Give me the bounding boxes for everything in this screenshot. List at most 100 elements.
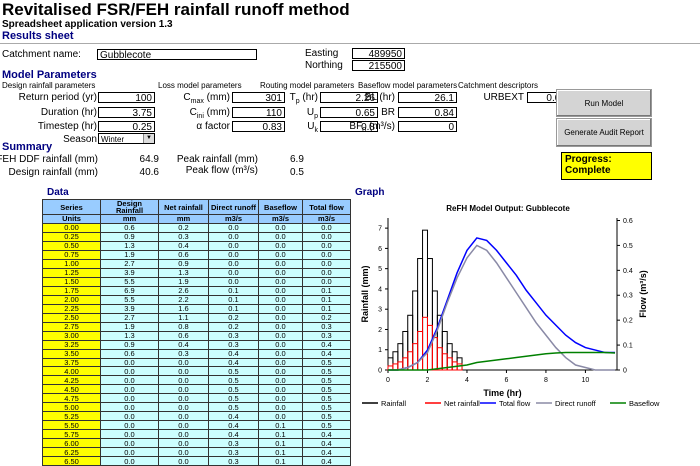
label-text: URBEXT xyxy=(483,92,524,103)
catchment-input[interactable]: Gubblecote xyxy=(97,49,257,61)
table-cell: 0.3 xyxy=(302,321,351,332)
table-cell: 0.25 xyxy=(42,231,101,242)
table-cell: 0.4 xyxy=(208,429,259,440)
param-input[interactable]: 3.75 xyxy=(98,106,155,119)
table-cell: 0.4 xyxy=(158,339,209,350)
easting-input[interactable]: 489950 xyxy=(352,48,405,60)
param-input[interactable]: 0.25 xyxy=(98,120,155,133)
legend-label: Baseflow xyxy=(629,399,660,408)
table-cell: 3.25 xyxy=(42,339,101,350)
table-cell: 0.0 xyxy=(100,402,159,413)
table-cell: 0.0 xyxy=(158,411,209,422)
param-input[interactable]: 0.83 xyxy=(232,120,285,133)
table-cell: 0.1 xyxy=(208,303,259,314)
table-cell: 0.3 xyxy=(158,231,209,242)
table-cell: 0.0 xyxy=(208,222,259,233)
label-text: BR xyxy=(381,106,395,118)
table-cell: 2.7 xyxy=(100,258,159,269)
table-cell: 1.25 xyxy=(42,267,101,278)
table-cell: Baseflow xyxy=(258,199,303,215)
table-row: 4.50 0.0 0.0 0.5 0.0 0.5 xyxy=(42,384,351,395)
table-cell: 1.6 xyxy=(158,303,209,314)
table-cell: 1.3 xyxy=(100,330,159,341)
y2-tick-label: 0.6 xyxy=(623,218,633,225)
group-label: Baseflow model parameters xyxy=(358,81,458,90)
table-row: 2.00 5.5 2.2 0.1 0.0 0.1 xyxy=(42,294,351,305)
table-row: 1.75 6.9 2.6 0.1 0.0 0.1 xyxy=(42,285,351,296)
param-label: Uk xyxy=(307,121,318,134)
label-subscript: max xyxy=(190,98,204,105)
label-subscript: k xyxy=(314,126,319,134)
param-label: BL (hr) xyxy=(365,92,395,103)
table-cell: 0.0 xyxy=(302,276,351,287)
table-cell: 0.3 xyxy=(208,438,259,449)
table-cell: 5.5 xyxy=(100,294,159,305)
table-row: 3.75 0.0 0.0 0.4 0.0 0.5 xyxy=(42,357,351,368)
table-cell: mm xyxy=(158,214,209,224)
table-cell: 0.1 xyxy=(208,294,259,305)
y-tick-label: 7 xyxy=(378,226,382,233)
table-cell: 0.5 xyxy=(302,366,351,377)
param-input[interactable]: 0.65 xyxy=(320,106,378,119)
table-cell: 0.0 xyxy=(158,393,209,404)
section-title: Data xyxy=(47,187,69,198)
y2-axis-label: Flow (m³/s) xyxy=(638,270,648,318)
table-cell: 0.75 xyxy=(42,249,101,260)
param-input[interactable]: 2.26 xyxy=(320,92,378,104)
table-cell: 2.6 xyxy=(158,285,209,296)
run-button[interactable]: Run Model xyxy=(556,89,652,117)
page-title: Revitalised FSR/FEH rainfall runoff meth… xyxy=(2,0,350,19)
table-cell: 0.5 xyxy=(208,375,259,386)
table-row: 6.00 0.0 0.0 0.3 0.1 0.4 xyxy=(42,438,351,449)
param-input[interactable]: 301 xyxy=(232,92,285,104)
param-input[interactable]: 26.1 xyxy=(398,92,457,104)
param-input[interactable]: 110 xyxy=(232,106,285,119)
northing-input[interactable]: 215500 xyxy=(352,60,405,72)
table-cell: 0.6 xyxy=(158,330,209,341)
y-tick-label: 5 xyxy=(378,266,382,273)
label-text: Return period (yr) xyxy=(18,92,97,103)
audit-button[interactable]: Generate Audit Report xyxy=(556,118,652,147)
table-cell: 0.0 xyxy=(258,222,303,233)
table-row: Units mm mm m3/s m3/s m3/s xyxy=(42,214,351,224)
progress-label: Progress: xyxy=(565,154,612,165)
table-cell: 0.5 xyxy=(208,393,259,404)
separator xyxy=(0,43,700,44)
y2-tick-label: 0.1 xyxy=(623,343,633,350)
table-cell: 0.0 xyxy=(158,429,209,440)
y-tick-label: 3 xyxy=(378,307,382,314)
table-row: 0.00 0.6 0.2 0.0 0.0 0.0 xyxy=(42,222,351,233)
table-row: 2.75 1.9 0.8 0.2 0.0 0.3 xyxy=(42,321,351,332)
table-cell: 0.1 xyxy=(302,303,351,314)
y2-tick-label: 0 xyxy=(623,368,627,375)
table-cell: 0.4 xyxy=(302,339,351,350)
x-tick-label: 0 xyxy=(386,377,390,384)
param-label: Tp (hr) xyxy=(290,92,318,105)
param-input[interactable]: 0.84 xyxy=(398,106,457,119)
section-title: Summary xyxy=(2,141,53,153)
param-input[interactable]: 0 xyxy=(398,120,457,133)
table-cell: 3.50 xyxy=(42,348,101,359)
table-cell: 6.50 xyxy=(42,456,101,466)
param-label: BR xyxy=(381,107,395,118)
table-cell: 0.0 xyxy=(302,267,351,278)
season-select[interactable]: Winter ▼ xyxy=(98,133,155,144)
table-cell: 0.0 xyxy=(258,276,303,287)
table-cell: 0.0 xyxy=(158,447,209,458)
table-cell: 0.0 xyxy=(100,456,159,466)
table-cell: m3/s xyxy=(258,214,303,224)
table-cell: 0.9 xyxy=(100,231,159,242)
table-cell: Units xyxy=(42,214,101,224)
table-cell: 1.3 xyxy=(158,267,209,278)
label: Catchment name: xyxy=(2,49,81,60)
param-label: Cmax (mm) xyxy=(183,92,230,105)
table-cell: 1.9 xyxy=(100,249,159,260)
table-cell: 0.2 xyxy=(302,312,351,323)
table-cell: 6.00 xyxy=(42,438,101,449)
dropdown-arrow[interactable]: ▼ xyxy=(143,134,154,143)
param-input[interactable]: 100 xyxy=(98,92,155,104)
table-cell: 0.0 xyxy=(158,375,209,386)
table-cell: 3.9 xyxy=(100,303,159,314)
param-input[interactable]: 0.8 xyxy=(320,120,378,133)
table-cell: 0.5 xyxy=(208,366,259,377)
